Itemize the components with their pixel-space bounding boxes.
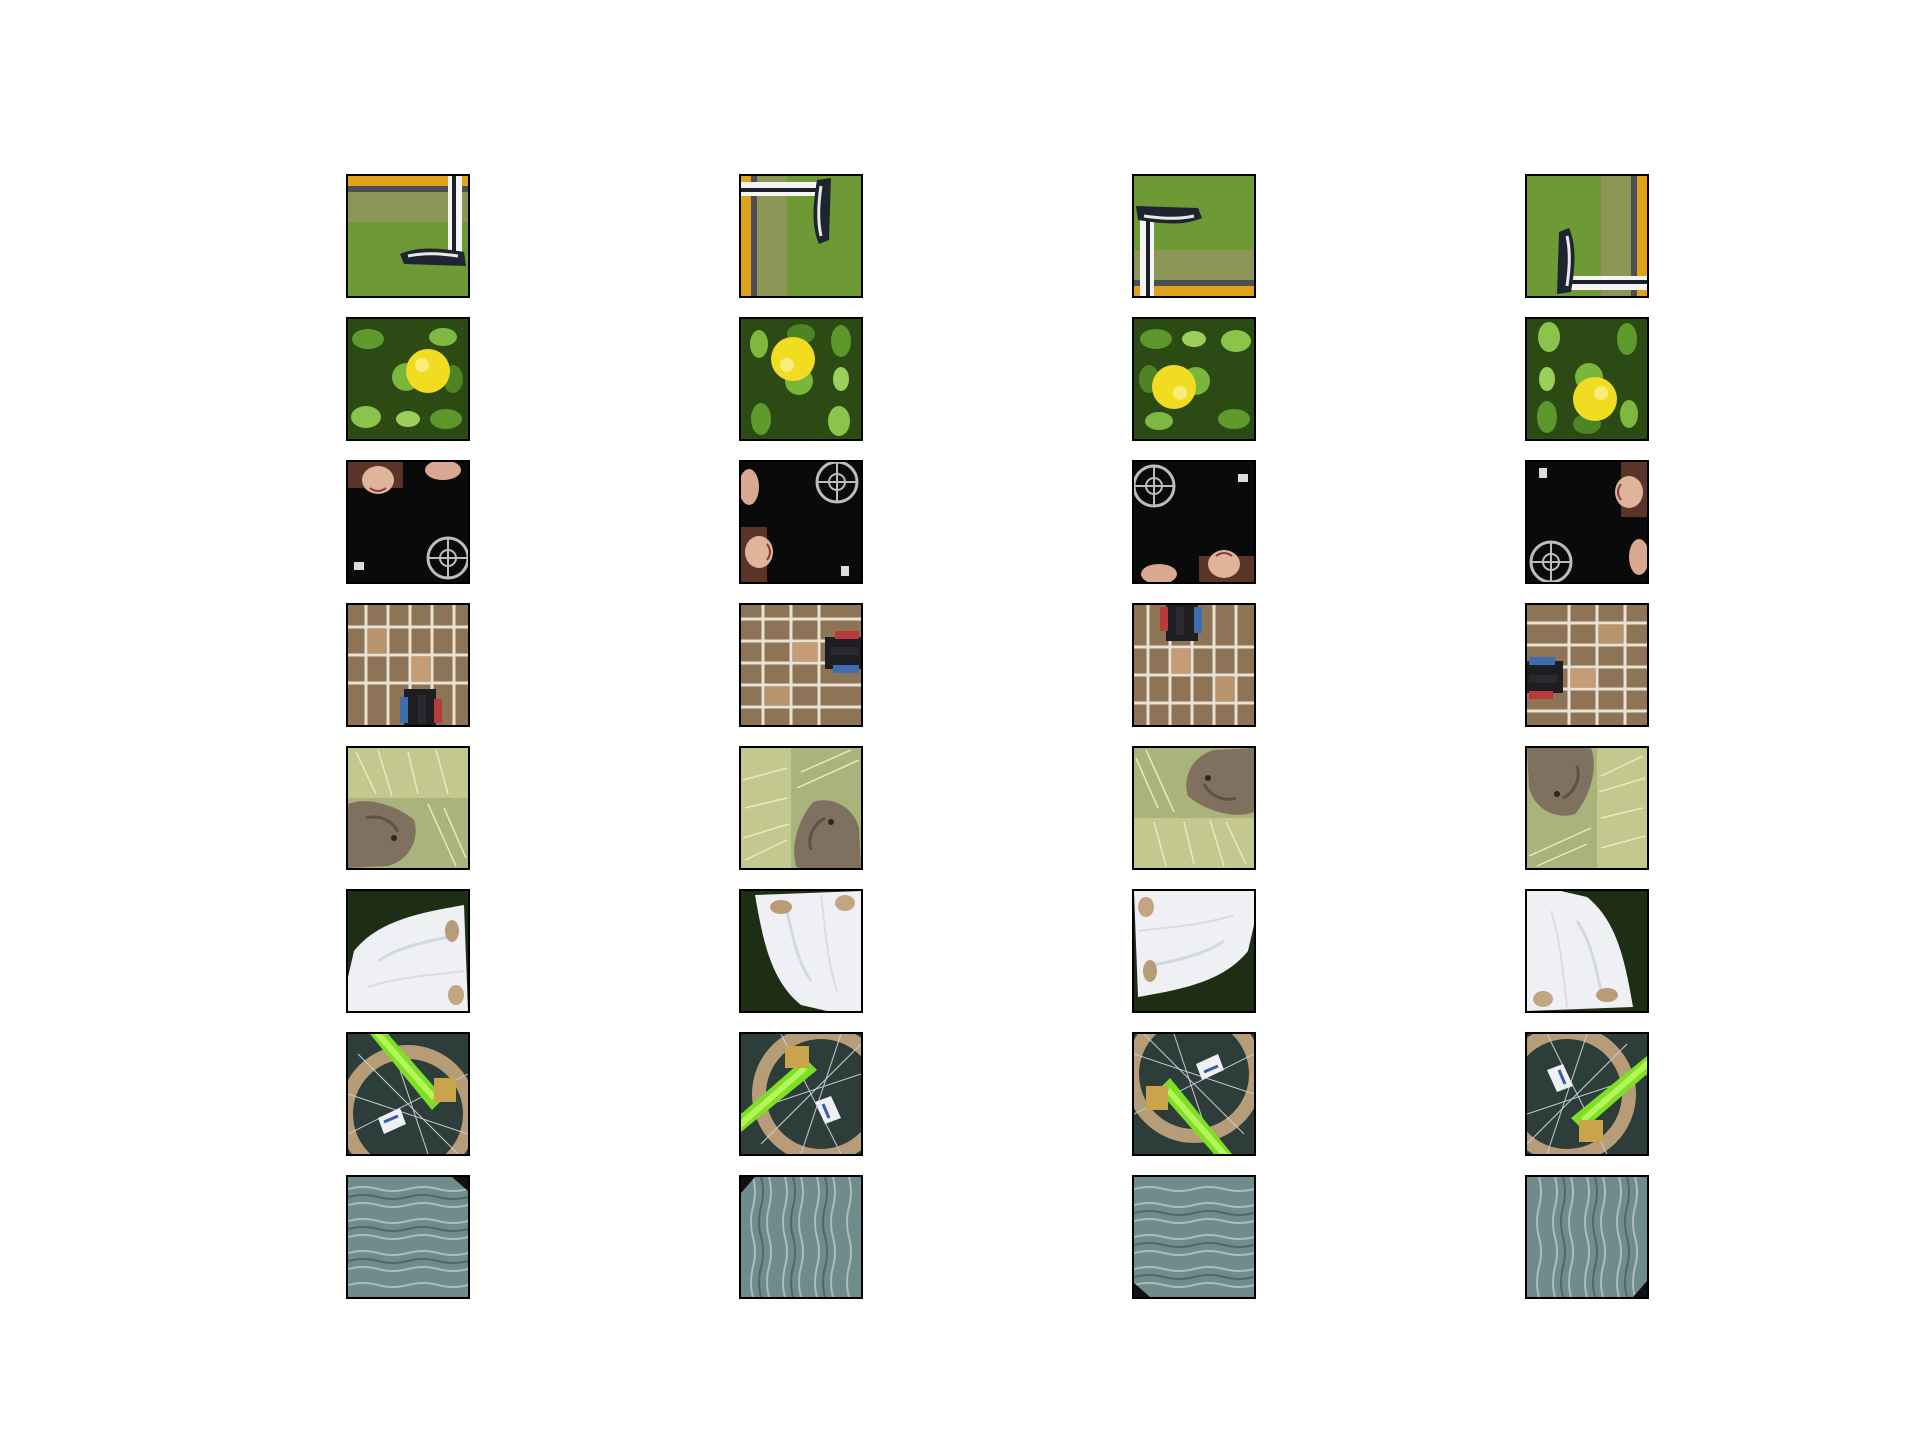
image-tile — [1525, 746, 1649, 870]
image-tile — [1132, 889, 1256, 1013]
green-bike-fork-and-wheel-image — [348, 1034, 468, 1154]
image-tile — [1132, 317, 1256, 441]
image-tile — [739, 746, 863, 870]
image-tile — [346, 460, 470, 584]
image-tile — [739, 603, 863, 727]
image-tile — [346, 1175, 470, 1299]
rippled-water-surface-image — [1527, 1177, 1647, 1297]
image-tile — [1132, 1175, 1256, 1299]
image-tile — [1132, 603, 1256, 727]
image-tile — [739, 1032, 863, 1156]
image-tile — [346, 317, 470, 441]
image-tile — [739, 1175, 863, 1299]
image-tile — [346, 174, 470, 298]
image-tile — [739, 460, 863, 584]
building-facade-with-people-image — [1134, 605, 1254, 725]
image-tile — [1132, 460, 1256, 584]
green-bike-fork-and-wheel-image — [1527, 1034, 1647, 1154]
building-facade-with-people-image — [1527, 605, 1647, 725]
people-in-dark-clothing-image — [348, 462, 468, 582]
image-tile — [1132, 1032, 1256, 1156]
yellow-fruit-among-leaves-image — [1527, 319, 1647, 439]
image-tile — [346, 1032, 470, 1156]
building-facade-with-people-image — [348, 605, 468, 725]
image-tile — [1525, 603, 1649, 727]
building-facade-with-people-image — [741, 605, 861, 725]
snow-patch-on-dark-ground-image — [1134, 891, 1254, 1011]
snow-patch-on-dark-ground-image — [348, 891, 468, 1011]
animal-resting-in-grass-image — [348, 748, 468, 868]
image-tile — [1132, 746, 1256, 870]
image-tile — [739, 889, 863, 1013]
green-bike-fork-and-wheel-image — [1134, 1034, 1254, 1154]
grass-field-with-sneaker-image — [1527, 176, 1647, 296]
people-in-dark-clothing-image — [741, 462, 861, 582]
rippled-water-surface-image — [741, 1177, 861, 1297]
yellow-fruit-among-leaves-image — [741, 319, 861, 439]
image-tile — [1525, 889, 1649, 1013]
image-tile — [739, 174, 863, 298]
image-tile — [346, 603, 470, 727]
image-tile — [1132, 174, 1256, 298]
snow-patch-on-dark-ground-image — [1527, 891, 1647, 1011]
image-tile — [346, 889, 470, 1013]
grass-field-with-sneaker-image — [348, 176, 468, 296]
yellow-fruit-among-leaves-image — [1134, 319, 1254, 439]
image-tile — [739, 317, 863, 441]
grass-field-with-sneaker-image — [1134, 176, 1254, 296]
image-tile — [346, 746, 470, 870]
green-bike-fork-and-wheel-image — [741, 1034, 861, 1154]
animal-resting-in-grass-image — [1134, 748, 1254, 868]
animal-resting-in-grass-image — [1527, 748, 1647, 868]
image-tile — [1525, 460, 1649, 584]
grass-field-with-sneaker-image — [741, 176, 861, 296]
rippled-water-surface-image — [348, 1177, 468, 1297]
image-tile — [1525, 1175, 1649, 1299]
snow-patch-on-dark-ground-image — [741, 891, 861, 1011]
animal-resting-in-grass-image — [741, 748, 861, 868]
people-in-dark-clothing-image — [1134, 462, 1254, 582]
image-tile — [1525, 174, 1649, 298]
yellow-fruit-among-leaves-image — [348, 319, 468, 439]
image-tile — [1525, 317, 1649, 441]
image-tile — [1525, 1032, 1649, 1156]
people-in-dark-clothing-image — [1527, 462, 1647, 582]
rippled-water-surface-image — [1134, 1177, 1254, 1297]
